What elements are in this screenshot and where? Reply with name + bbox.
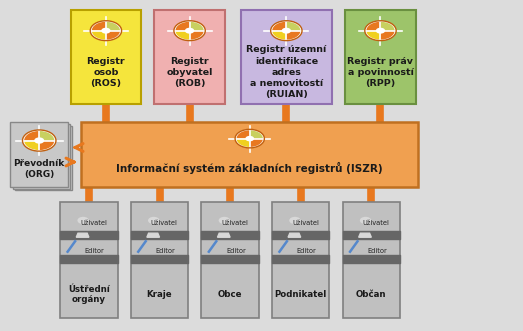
Wedge shape: [286, 31, 300, 40]
Text: Editor: Editor: [297, 248, 316, 254]
Wedge shape: [39, 131, 54, 141]
FancyBboxPatch shape: [81, 122, 418, 187]
Text: Editor: Editor: [226, 248, 246, 254]
Text: Obce: Obce: [218, 290, 242, 299]
Circle shape: [360, 217, 371, 224]
Text: Občan: Občan: [356, 290, 386, 299]
Circle shape: [281, 28, 291, 34]
FancyBboxPatch shape: [201, 202, 259, 318]
Circle shape: [77, 217, 89, 224]
Text: Podnikatel: Podnikatel: [275, 290, 327, 299]
Circle shape: [148, 217, 160, 224]
Text: Kraje: Kraje: [147, 290, 172, 299]
Text: Editor: Editor: [155, 248, 175, 254]
Wedge shape: [175, 22, 189, 31]
Polygon shape: [76, 233, 89, 237]
Text: Převodník
(ORG): Převodník (ORG): [14, 159, 65, 179]
Circle shape: [22, 130, 56, 151]
Text: Registr územní
identifikace
adres
a nemovitostí
(RUIAN): Registr územní identifikace adres a nemo…: [246, 45, 326, 99]
FancyBboxPatch shape: [272, 202, 329, 318]
Text: Uživatel: Uživatel: [362, 220, 389, 226]
Wedge shape: [92, 31, 106, 40]
FancyBboxPatch shape: [10, 122, 68, 187]
Wedge shape: [189, 22, 204, 31]
Text: Editor: Editor: [367, 248, 387, 254]
Circle shape: [219, 217, 230, 224]
Circle shape: [376, 28, 385, 34]
Wedge shape: [106, 22, 120, 31]
Wedge shape: [39, 141, 54, 150]
Circle shape: [174, 21, 205, 41]
Wedge shape: [106, 31, 120, 40]
Wedge shape: [24, 141, 39, 150]
Polygon shape: [147, 233, 160, 237]
Wedge shape: [366, 22, 381, 31]
Wedge shape: [189, 31, 204, 40]
Wedge shape: [272, 22, 286, 31]
FancyBboxPatch shape: [60, 202, 118, 318]
Wedge shape: [366, 31, 381, 40]
Circle shape: [90, 21, 121, 41]
Circle shape: [271, 21, 302, 41]
Text: Registr
obyvatel
(ROB): Registr obyvatel (ROB): [166, 57, 213, 88]
Text: Informační systém základních registrů (ISZR): Informační systém základních registrů (I…: [117, 162, 383, 174]
Wedge shape: [24, 131, 39, 141]
Circle shape: [365, 21, 396, 41]
FancyBboxPatch shape: [13, 124, 70, 189]
Circle shape: [245, 136, 254, 141]
Wedge shape: [175, 31, 189, 40]
Polygon shape: [359, 233, 371, 237]
Wedge shape: [272, 31, 286, 40]
Wedge shape: [381, 31, 395, 40]
Text: Registr práv
a povinností
(RPP): Registr práv a povinností (RPP): [347, 57, 414, 88]
Wedge shape: [286, 22, 301, 31]
FancyBboxPatch shape: [15, 126, 72, 190]
Circle shape: [235, 129, 265, 148]
FancyBboxPatch shape: [241, 10, 332, 104]
Wedge shape: [250, 139, 263, 147]
Wedge shape: [381, 22, 395, 31]
FancyBboxPatch shape: [71, 10, 141, 104]
Text: Ústřední
orgány: Ústřední orgány: [68, 285, 110, 304]
Text: Uživatel: Uživatel: [292, 220, 319, 226]
Text: Registr
osob
(ROS): Registr osob (ROS): [87, 57, 125, 88]
FancyBboxPatch shape: [345, 10, 416, 104]
Text: Uživatel: Uživatel: [151, 220, 177, 226]
Wedge shape: [236, 139, 250, 147]
Polygon shape: [288, 233, 301, 237]
Circle shape: [185, 28, 195, 34]
Text: Uživatel: Uživatel: [80, 220, 107, 226]
FancyBboxPatch shape: [343, 202, 400, 318]
Wedge shape: [92, 22, 106, 31]
Wedge shape: [236, 130, 250, 139]
Text: Uživatel: Uživatel: [221, 220, 248, 226]
FancyBboxPatch shape: [131, 202, 188, 318]
Wedge shape: [250, 130, 263, 139]
Text: Editor: Editor: [85, 248, 105, 254]
Circle shape: [101, 28, 111, 34]
Circle shape: [289, 217, 301, 224]
FancyBboxPatch shape: [154, 10, 225, 104]
Circle shape: [34, 137, 44, 144]
Polygon shape: [218, 233, 230, 237]
